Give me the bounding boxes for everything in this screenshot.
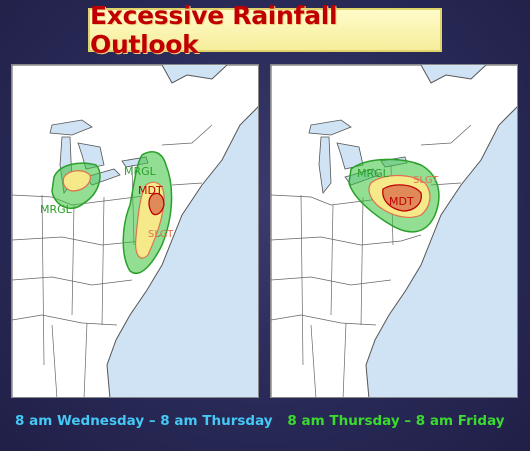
slgt-area-west bbox=[62, 170, 91, 192]
label-slgt: SLGT bbox=[413, 175, 439, 186]
caption-wed-thu: 8 am Wednesday – 8 am Thursday bbox=[15, 413, 273, 429]
label-mrgl-east: MRGL bbox=[124, 165, 157, 178]
label-slgt: SLGT bbox=[148, 229, 174, 240]
map-panel-wed-thu: MRGL MRGL MDT SLGT bbox=[11, 64, 259, 398]
caption-thu-fri: 8 am Thursday – 8 am Friday bbox=[287, 413, 505, 429]
label-mrgl-west: MRGL bbox=[40, 203, 73, 216]
land bbox=[271, 65, 517, 397]
lake-michigan bbox=[318, 136, 332, 194]
label-mdt: MDT bbox=[138, 184, 163, 197]
label-mdt: MDT bbox=[389, 195, 414, 208]
map-wed-thu: MRGL MRGL MDT SLGT bbox=[12, 65, 258, 397]
title-banner: Excessive Rainfall Outlook bbox=[88, 1, 442, 59]
mdt-area bbox=[382, 184, 422, 212]
map-panel-thu-fri: MRGL SLGT MDT bbox=[270, 64, 518, 398]
lake-superior bbox=[308, 119, 352, 136]
map-thu-fri: MRGL SLGT MDT bbox=[271, 65, 517, 397]
label-mrgl: MRGL bbox=[357, 167, 390, 180]
lake-superior bbox=[49, 119, 93, 136]
slide-title: Excessive Rainfall Outlook bbox=[90, 1, 338, 59]
mdt-area bbox=[148, 192, 165, 216]
